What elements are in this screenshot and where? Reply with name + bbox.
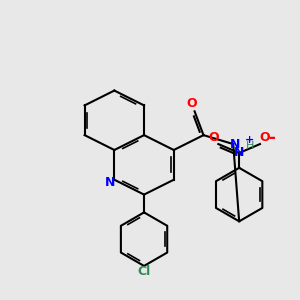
Text: N: N <box>230 138 240 151</box>
Text: H: H <box>245 140 254 151</box>
Text: -: - <box>268 129 275 147</box>
Text: +: + <box>245 135 254 145</box>
Text: N: N <box>105 176 115 189</box>
Text: O: O <box>208 131 219 144</box>
Text: O: O <box>186 97 197 110</box>
Text: N: N <box>234 146 244 160</box>
Text: Cl: Cl <box>137 265 151 278</box>
Text: O: O <box>259 131 270 144</box>
